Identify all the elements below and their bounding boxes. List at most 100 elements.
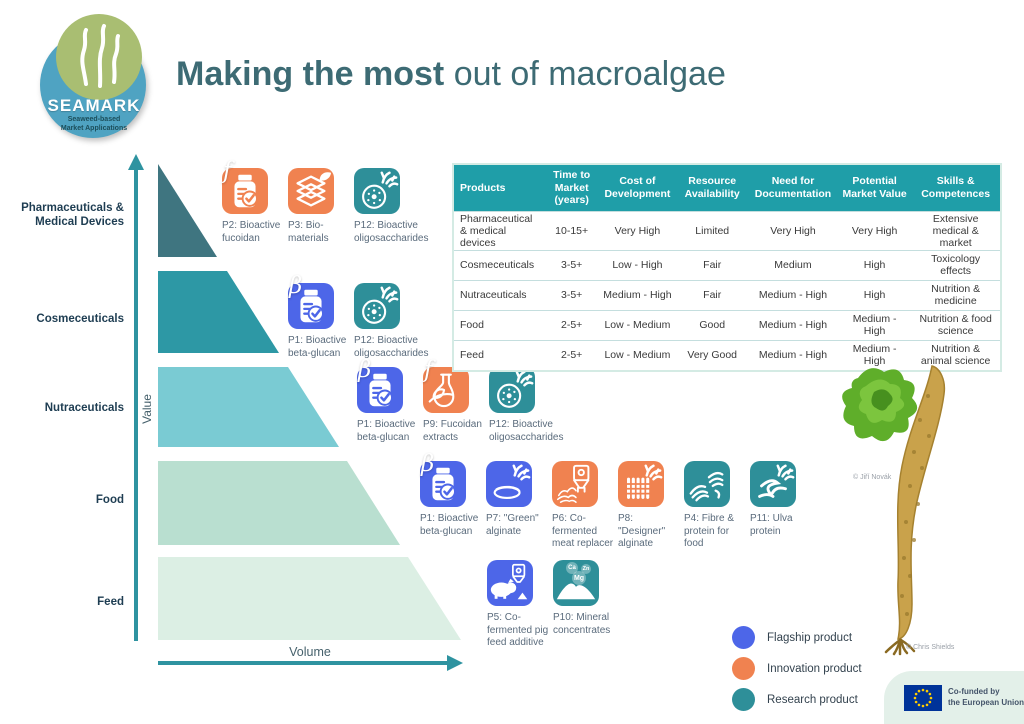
product-item: P4: Fibre & protein for food: [684, 461, 750, 551]
table-cell: 2-5+: [544, 339, 599, 371]
product-label: P11: Ulva protein: [750, 513, 793, 537]
product-tile: β: [357, 359, 403, 413]
product-item: P7: "Green" alginate: [486, 461, 552, 551]
table-cell: Very Good: [676, 339, 749, 371]
table-row: Food 2-5+ Low - Medium Good Medium - High Med…: [453, 309, 1001, 341]
table-cell: Extensive medical & market: [911, 210, 1001, 251]
product-label: P12: Bioactive oligosaccharides: [354, 335, 429, 359]
corner-glyph-f: f: [424, 357, 433, 383]
product-row-nutraceuticals: β P1: Bioactive beta-glucan f P9: Fucoid…: [357, 359, 564, 444]
table-cell: Very High: [837, 210, 912, 251]
product-item: P6: Co-fermented meat replacer: [552, 461, 618, 551]
table-cell: Nutraceuticals: [453, 279, 545, 311]
product-item: P11: Ulva protein: [750, 461, 816, 551]
table-cell: Fair: [676, 279, 749, 311]
product-tile: [486, 461, 532, 507]
product-label: P4: Fibre & protein for food: [684, 513, 735, 549]
legend-color-dot: [732, 688, 755, 711]
product-tile: f: [423, 359, 469, 413]
table-cell: Very High: [598, 210, 677, 251]
legend-item: Innovation product: [732, 653, 862, 684]
logo-title: SEAMARK: [47, 96, 141, 115]
table-cell: High: [837, 279, 912, 311]
table-header-cell: Products: [453, 164, 545, 212]
pyramid-level-1: [158, 271, 279, 353]
table-body: Pharmaceutical & medical devices 10-15+ Ve…: [453, 210, 1001, 371]
table-cell: 3-5+: [544, 249, 599, 281]
legend-label: Research product: [767, 693, 858, 706]
product-item: β P1: Bioactive beta-glucan: [420, 453, 486, 551]
table-row: Feed 2-5+ Low - Medium Very Good Medium - Hi…: [453, 339, 1001, 371]
product-label: P1: Bioactive beta-glucan: [420, 513, 479, 537]
table-cell: Medium - High: [837, 339, 912, 371]
product-row-pharmaceuticals: f P2: Bioactive fucoidan P3: Bio-materia…: [222, 160, 429, 245]
corner-glyph-β: β: [289, 273, 303, 299]
product-label: P8: "Designer" alginate: [618, 513, 666, 549]
table-header-cell: Skills & Competences: [911, 164, 1001, 212]
ulva-coral-icon: [750, 461, 796, 507]
market-comparison-table: Products Time to Market (years) Cost of De…: [452, 163, 1002, 372]
product-label: P1: Bioactive beta-glucan: [357, 419, 416, 443]
table-cell: Fair: [676, 249, 749, 281]
product-tile: [489, 367, 535, 413]
petri-coral-icon: [489, 367, 535, 413]
product-row-cosmeceuticals: β P1: Bioactive beta-glucan P12: Bioacti…: [288, 275, 429, 360]
element-badge: Zn: [581, 564, 591, 574]
product-label: P1: Bioactive beta-glucan: [288, 335, 347, 359]
pyramid-level-0: [158, 164, 217, 257]
product-item: β P1: Bioactive beta-glucan: [357, 359, 423, 444]
table-cell: Feed: [453, 339, 545, 371]
kelp-photo-credit: © Chris Shields: [906, 644, 955, 651]
product-item: Ca Zn Mg P10: Mineral concentrates: [553, 560, 619, 650]
product-tile: [684, 461, 730, 507]
category-label: Nutraceuticals: [44, 402, 124, 414]
table-header-cell: Need for Documentation: [748, 164, 838, 212]
product-label: P3: Bio-materials: [288, 220, 329, 244]
table-cell: Nutrition & medicine: [911, 279, 1001, 311]
volume-axis-label: Volume: [289, 645, 331, 659]
product-tile: [750, 461, 796, 507]
product-label: P12: Bioactive oligosaccharides: [489, 419, 564, 443]
eu-funding-line1: Co-funded by: [948, 687, 1000, 696]
product-label: P9: Fucoidan extracts: [423, 419, 482, 443]
page-title-regular: out of macroalgae: [444, 55, 726, 93]
legend-label: Innovation product: [767, 662, 862, 675]
product-label: P2: Bioactive fucoidan: [222, 220, 281, 244]
table-header-cell: Potential Market Value: [837, 164, 912, 212]
table-cell: Food: [453, 309, 545, 341]
table-cell: Low - High: [598, 249, 677, 281]
table-row: Pharmaceutical & medical devices 10-15+ Ve…: [453, 210, 1001, 251]
value-axis-label: Value: [140, 394, 154, 424]
seaweed-fronds-icon: [80, 24, 120, 88]
table-cell: Nutrition & food science: [911, 309, 1001, 341]
eu-funding-line2: the European Union: [948, 698, 1024, 708]
logo-subtitle-line2: Market Applications: [60, 125, 128, 132]
logo-subtitle-line1: Seaweed-based: [67, 116, 121, 123]
weave-coral-icon: [618, 461, 664, 507]
pyramid-level-4: [158, 557, 461, 640]
table-cell: Pharmaceutical & medical devices: [453, 210, 545, 251]
table-header-cell: Cost of Development: [598, 164, 677, 212]
product-item: β P1: Bioactive beta-glucan: [288, 275, 354, 360]
kelp-frond-icon: [884, 365, 946, 656]
pyramid-level-2: [158, 367, 339, 447]
product-tile: [487, 560, 533, 606]
product-tile: [552, 461, 598, 507]
eu-funding-panel: Co-funded by the European Union: [884, 671, 1024, 724]
element-badge: Mg: [572, 571, 586, 585]
ulva-sea-lettuce-icon: [842, 368, 918, 442]
table-cell: Medium - High: [837, 309, 912, 341]
table-cell: 2-5+: [544, 309, 599, 341]
table-cell: Very High: [748, 210, 838, 251]
product-item: P12: Bioactive oligosaccharides: [354, 168, 429, 245]
table-cell: 10-15+: [544, 210, 599, 251]
value-axis-arrow-icon: [128, 154, 144, 170]
pyramid-level-3: [158, 461, 400, 545]
product-item: P5: Co-fermented pig feed additive: [487, 560, 553, 650]
fibres-icon: [684, 461, 730, 507]
table-header-cell: Resource Availability: [676, 164, 749, 212]
table-cell: Toxicology effects: [911, 249, 1001, 281]
product-type-legend: Flagship product Innovation product Rese…: [732, 622, 862, 715]
product-label: P5: Co-fermented pig feed additive: [487, 612, 549, 648]
